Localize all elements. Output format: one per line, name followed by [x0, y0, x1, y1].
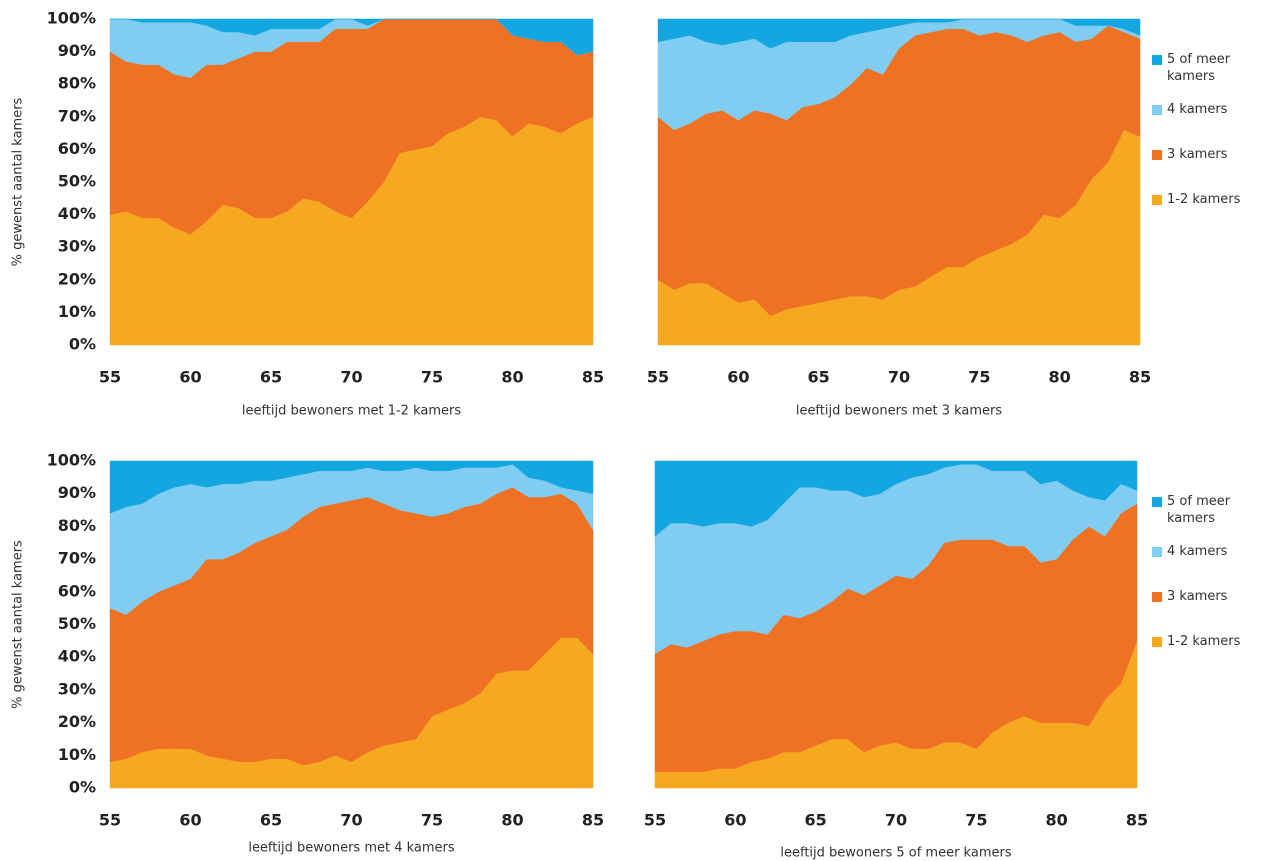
- legend-label: 4 kamers: [1167, 102, 1228, 117]
- x-tick-label: 60: [724, 811, 746, 830]
- legend-swatch: [1152, 592, 1162, 602]
- x-tick-label: 75: [965, 811, 987, 830]
- x-tick-label: 85: [582, 811, 604, 830]
- y-tick-label: 60%: [58, 581, 96, 600]
- y-tick-label: 90%: [58, 41, 96, 60]
- x-tick-label: 80: [1049, 368, 1071, 387]
- x-axis-label: leeftijd bewoners 5 of meer kamers: [780, 846, 1011, 861]
- y-tick-label: 30%: [58, 679, 96, 698]
- y-tick-label: 50%: [58, 172, 96, 191]
- legend-swatch: [1152, 497, 1162, 507]
- area: [654, 460, 1138, 537]
- legend-label: 3 kamers: [1167, 589, 1228, 604]
- y-tick-label: 10%: [58, 302, 96, 321]
- x-tick-label: 70: [885, 811, 907, 830]
- legend-label: 5 of meer kamers: [1167, 494, 1231, 526]
- legend-label: 5 of meer kamers: [1167, 52, 1231, 84]
- x-tick-label: 85: [1129, 368, 1151, 387]
- x-tick-label: 75: [421, 811, 443, 830]
- x-tick-label: 55: [99, 368, 121, 387]
- y-tick-label: 10%: [58, 745, 96, 764]
- legend-entry: 3 kamers: [1167, 589, 1228, 604]
- y-tick-label: 0%: [69, 335, 96, 354]
- y-tick-label: 80%: [58, 74, 96, 93]
- y-tick-label: 70%: [58, 549, 96, 568]
- legend-swatch: [1152, 55, 1162, 65]
- x-tick-label: 60: [179, 811, 201, 830]
- y-tick-label: 20%: [58, 269, 96, 288]
- legend-swatch: [1152, 547, 1162, 557]
- x-tick-label: 65: [260, 811, 282, 830]
- legend-entry: 1-2 kamers: [1167, 192, 1241, 207]
- y-tick-label: 100%: [47, 9, 96, 28]
- x-tick-label: 85: [582, 368, 604, 387]
- y-tick-label: 70%: [58, 106, 96, 125]
- legend-entry: 1-2 kamers: [1167, 634, 1241, 649]
- legend-entry: 4 kamers: [1167, 102, 1228, 117]
- x-tick-label: 55: [99, 811, 121, 830]
- legend-swatch: [1152, 637, 1162, 647]
- legend-entry: 5 of meer kamers: [1167, 494, 1231, 526]
- y-tick-label: 90%: [58, 483, 96, 502]
- area: [657, 18, 1141, 49]
- x-axis-label: leeftijd bewoners met 3 kamers: [796, 404, 1003, 419]
- x-tick-label: 60: [179, 368, 201, 387]
- y-tick-label: 100%: [47, 451, 96, 470]
- y-axis-label: % gewenst aantal kamers: [11, 540, 26, 709]
- y-tick-label: 60%: [58, 139, 96, 158]
- x-tick-label: 80: [501, 368, 523, 387]
- x-tick-label: 70: [340, 368, 362, 387]
- y-tick-label: 80%: [58, 516, 96, 535]
- x-tick-label: 85: [1126, 811, 1148, 830]
- legend-entry: 4 kamers: [1167, 544, 1228, 559]
- x-tick-label: 80: [1046, 811, 1068, 830]
- legend-label: 3 kamers: [1167, 147, 1228, 162]
- x-tick-label: 75: [421, 368, 443, 387]
- legend-entry: 3 kamers: [1167, 147, 1228, 162]
- y-tick-label: 40%: [58, 204, 96, 223]
- area: [109, 460, 594, 514]
- area: [110, 18, 594, 56]
- x-axis-label: leeftijd bewoners met 4 kamers: [248, 841, 455, 856]
- x-tick-label: 80: [501, 811, 523, 830]
- legend-label: 4 kamers: [1167, 544, 1228, 559]
- legend-label: 1-2 kamers: [1167, 634, 1241, 649]
- x-tick-label: 70: [888, 368, 910, 387]
- x-tick-label: 65: [808, 368, 830, 387]
- x-tick-label: 65: [805, 811, 827, 830]
- legend-entry: 5 of meer kamers: [1167, 52, 1231, 84]
- x-tick-label: 70: [340, 811, 362, 830]
- x-tick-label: 60: [727, 368, 749, 387]
- legend-swatch: [1152, 195, 1162, 205]
- y-tick-label: 50%: [58, 614, 96, 633]
- y-tick-label: 20%: [58, 712, 96, 731]
- legend-label: 1-2 kamers: [1167, 192, 1241, 207]
- y-tick-label: 40%: [58, 647, 96, 666]
- x-tick-label: 55: [647, 368, 669, 387]
- x-tick-label: 65: [260, 368, 282, 387]
- y-tick-label: 0%: [69, 778, 96, 797]
- x-tick-label: 75: [968, 368, 990, 387]
- y-tick-label: 30%: [58, 237, 96, 256]
- legend-swatch: [1152, 105, 1162, 115]
- legend-swatch: [1152, 150, 1162, 160]
- y-axis-label: % gewenst aantal kamers: [11, 97, 26, 266]
- x-axis-label: leeftijd bewoners met 1-2 kamers: [242, 404, 462, 419]
- x-tick-label: 55: [644, 811, 666, 830]
